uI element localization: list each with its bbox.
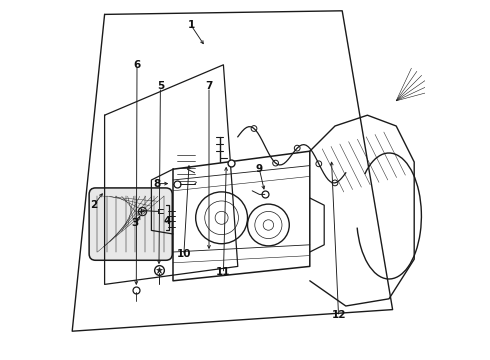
Text: 7: 7	[205, 81, 213, 91]
FancyBboxPatch shape	[89, 188, 172, 260]
Circle shape	[294, 145, 300, 151]
Text: 12: 12	[331, 310, 346, 320]
Circle shape	[251, 126, 257, 131]
Text: 11: 11	[216, 267, 231, 277]
Text: 1: 1	[187, 20, 195, 30]
Text: 6: 6	[133, 60, 141, 70]
Text: 5: 5	[157, 81, 164, 91]
Circle shape	[316, 161, 321, 167]
Text: 8: 8	[153, 179, 160, 189]
Circle shape	[332, 180, 338, 186]
Text: 3: 3	[132, 218, 139, 228]
Text: 4: 4	[164, 216, 171, 226]
Text: 9: 9	[256, 164, 263, 174]
Text: 2: 2	[90, 200, 98, 210]
Text: 10: 10	[176, 249, 191, 259]
Circle shape	[273, 160, 278, 166]
